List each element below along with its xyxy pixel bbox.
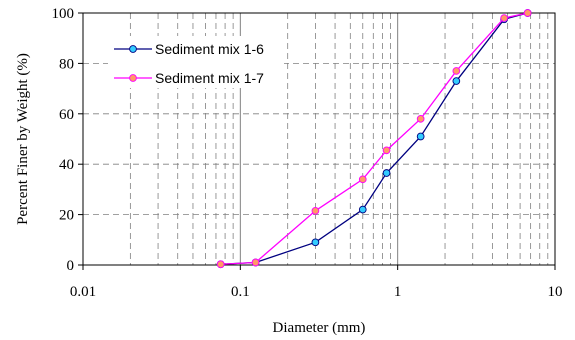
y-tick-label: 20 xyxy=(59,208,74,224)
series-layer xyxy=(216,9,532,269)
data-point xyxy=(358,205,367,214)
data-point xyxy=(500,14,508,22)
data-point xyxy=(416,114,425,123)
plot-area xyxy=(82,12,556,266)
x-tick-label: 0.1 xyxy=(231,284,250,300)
y-tick-label: 100 xyxy=(52,6,75,22)
y-tick-label: 0 xyxy=(67,258,75,274)
data-point xyxy=(382,146,391,155)
data-point xyxy=(311,238,320,247)
legend-marker-sediment-mix-1-7 xyxy=(129,74,137,82)
y-tick-label: 80 xyxy=(59,56,74,72)
legend-marker-sediment-mix-1-6 xyxy=(129,45,137,53)
x-tick-label: 1 xyxy=(394,284,402,300)
x-axis-label: Diameter (mm) xyxy=(273,320,366,336)
y-axis-label: Percent Finer by Weight (%) xyxy=(15,53,31,225)
data-point xyxy=(452,67,461,75)
legend: Sediment mix 1-6 Sediment mix 1-7 xyxy=(108,36,284,88)
data-point xyxy=(358,175,367,184)
x-tick-label: 10 xyxy=(548,284,563,300)
series-1 xyxy=(216,9,532,269)
data-point xyxy=(251,258,260,267)
data-point xyxy=(452,77,461,85)
y-tick-label: 40 xyxy=(59,157,74,173)
legend-box xyxy=(108,36,284,88)
y-tick-label: 60 xyxy=(59,107,74,123)
data-point xyxy=(311,206,320,215)
axis-ticks: 0 20 40 60 80 100 0.01 0.1 1 10 xyxy=(52,6,563,300)
data-point xyxy=(416,132,425,141)
data-point xyxy=(382,169,391,177)
data-point xyxy=(523,9,532,17)
legend-label-sediment-mix-1-7: Sediment mix 1-7 xyxy=(155,70,264,86)
data-point xyxy=(216,260,225,269)
x-tick-label: 0.01 xyxy=(70,284,96,300)
legend-label-sediment-mix-1-6: Sediment mix 1-6 xyxy=(155,41,264,57)
